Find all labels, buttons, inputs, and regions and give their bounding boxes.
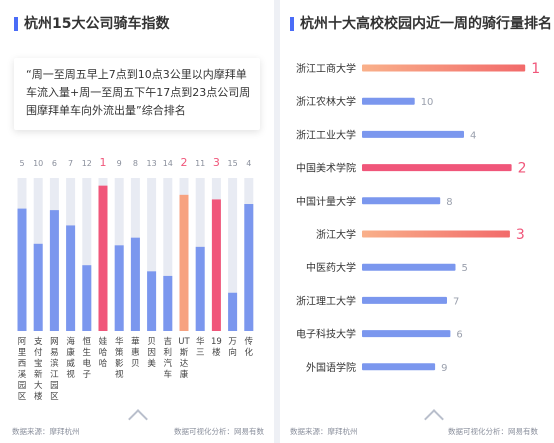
rank-label: 3 xyxy=(516,227,525,243)
bar[interactable] xyxy=(49,210,59,331)
category-label: 华三 xyxy=(196,336,205,358)
category-label: 中医药大学 xyxy=(306,261,356,274)
bar-track xyxy=(228,178,238,331)
rank-label: 7 xyxy=(68,159,73,168)
rank-label: 15 xyxy=(228,159,238,168)
rank-label: 10 xyxy=(33,159,43,168)
rank-label: 3 xyxy=(213,156,220,169)
rank-label: 7 xyxy=(453,296,459,307)
bar-track xyxy=(163,178,173,331)
category-label: 浙江大学 xyxy=(316,228,356,241)
category-label: 吉利汽车 xyxy=(164,337,173,380)
right-chart-title: 杭州十大高校校园内近一周的骑行量排名 xyxy=(300,16,552,32)
rank-label: 10 xyxy=(421,97,434,108)
footer-source: 数据来源：摩拜杭州 xyxy=(290,427,358,436)
title-accent-bar xyxy=(14,17,18,31)
category-label: 華惠贝 xyxy=(131,336,140,369)
bar[interactable] xyxy=(362,230,510,238)
category-label: 中国美术学院 xyxy=(296,162,356,175)
bar[interactable] xyxy=(33,243,43,331)
bar[interactable] xyxy=(82,265,92,331)
bar[interactable] xyxy=(362,330,451,338)
rank-label: 5 xyxy=(19,159,24,168)
bar[interactable] xyxy=(211,199,221,331)
rank-label: 1 xyxy=(100,156,107,169)
bar-track xyxy=(82,178,92,331)
footer-credit: 数据可视化分析：网易有数 xyxy=(448,427,538,436)
category-label: 传化 xyxy=(245,336,254,358)
category-label: 支付宝新大楼 xyxy=(34,336,43,402)
rank-label: 11 xyxy=(195,159,205,168)
rank-label: 6 xyxy=(456,330,462,341)
bar[interactable] xyxy=(163,275,173,331)
bar[interactable] xyxy=(66,225,76,331)
bar[interactable] xyxy=(114,245,124,331)
bar[interactable] xyxy=(362,263,456,271)
category-label: 恒生电子 xyxy=(83,336,92,380)
rank-label: 8 xyxy=(446,197,452,208)
category-label: 娃哈哈 xyxy=(99,336,108,369)
rank-label: 5 xyxy=(462,263,468,274)
bar[interactable] xyxy=(147,271,157,331)
rank-label: 2 xyxy=(518,161,527,177)
bar[interactable] xyxy=(195,246,205,331)
company-bar-chart: 5 阿里西溪园区 10 支付宝新大楼 6 网易滨江园区 7 海康威视 12 恒生电子 1 娃哈哈 9 华策… xyxy=(17,156,254,402)
category-label: 网易滨江园区 xyxy=(50,337,59,402)
category-label: UT 斯达康 xyxy=(178,337,190,380)
bar[interactable] xyxy=(362,197,441,205)
rank-label: 14 xyxy=(163,159,173,168)
rank-label: 4 xyxy=(246,159,251,168)
category-label: 中国计量大学 xyxy=(296,195,356,208)
bar-track xyxy=(147,178,157,331)
rank-label: 12 xyxy=(82,159,92,168)
left-chart-title: 杭州15大公司骑车指数 xyxy=(24,16,170,32)
category-label: 外国语学院 xyxy=(306,361,356,374)
category-label: 海康威视 xyxy=(66,336,75,380)
rank-label: 8 xyxy=(133,159,138,168)
rank-label: 9 xyxy=(441,363,447,374)
category-label: 万向 xyxy=(228,337,237,358)
category-label: 浙江农林大学 xyxy=(296,95,356,108)
category-label: 阿里西溪园区 xyxy=(18,337,27,402)
rank-label: 1 xyxy=(531,61,540,77)
category-label: 19 楼 xyxy=(211,337,222,358)
category-label: 华策影视 xyxy=(115,336,124,380)
bar[interactable] xyxy=(362,97,415,105)
bar[interactable] xyxy=(130,237,140,331)
bar[interactable] xyxy=(362,164,512,172)
category-label: 浙江工业大学 xyxy=(296,128,356,141)
chevron-up-icon[interactable] xyxy=(424,409,444,429)
title-accent-bar xyxy=(290,17,294,31)
category-label: 浙江工商大学 xyxy=(296,62,356,75)
footer-source: 数据来源：摩拜杭州 xyxy=(12,427,80,436)
bar[interactable] xyxy=(362,130,464,138)
bar[interactable] xyxy=(17,208,27,331)
description-text: “周一至周五早上7点到10点3公里以内摩拜单车流入量+周一至周五下午17点到23… xyxy=(26,68,251,117)
bar[interactable] xyxy=(179,194,189,331)
rank-label: 4 xyxy=(470,130,476,141)
bar[interactable] xyxy=(244,204,254,331)
university-bar-chart: 浙江工商大学 1 浙江农林大学 10 浙江工业大学 4 中国美术学院 2 中国计量大学 8 浙江大学… xyxy=(296,61,540,374)
left-panel: 杭州15大公司骑车指数 “周一至周五早上7点到10点3公里以内摩拜单车流入量+周… xyxy=(0,0,274,443)
description-card: “周一至周五早上7点到10点3公里以内摩拜单车流入量+周一至周五下午17点到23… xyxy=(14,58,260,130)
bar[interactable] xyxy=(362,363,436,371)
rank-label: 6 xyxy=(52,159,57,168)
bar[interactable] xyxy=(362,296,447,304)
rank-label: 13 xyxy=(147,159,157,168)
right-panel: 杭州十大高校校园内近一周的骑行量排名 浙江工商大学 1 浙江农林大学 10 浙江工业大学… xyxy=(280,0,554,443)
footer-credit: 数据可视化分析：网易有数 xyxy=(174,427,264,436)
bar[interactable] xyxy=(362,64,526,72)
rank-label: 2 xyxy=(181,156,188,169)
category-label: 浙江理工大学 xyxy=(296,294,356,307)
bar[interactable] xyxy=(228,292,238,331)
category-label: 贝因美 xyxy=(147,337,156,369)
category-label: 电子科技大学 xyxy=(296,328,356,341)
bar[interactable] xyxy=(98,185,108,331)
rank-label: 9 xyxy=(117,159,122,168)
